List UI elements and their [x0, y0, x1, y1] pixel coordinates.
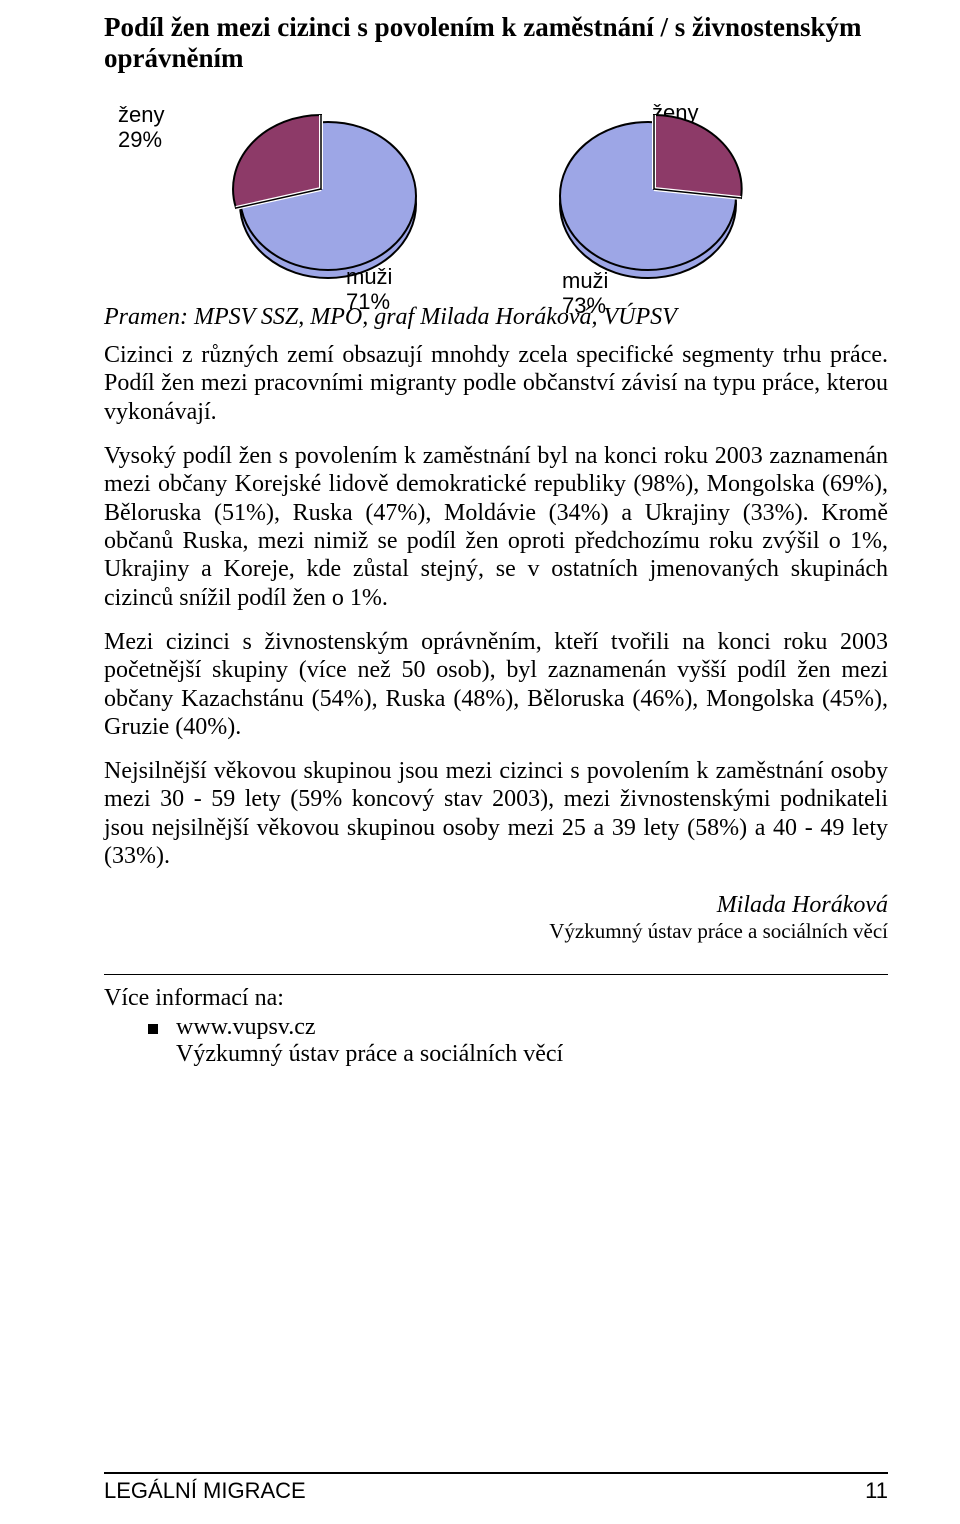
pie-right-slice2-label: muži 73% [562, 268, 608, 319]
page-footer: LEGÁLNÍ MIGRACE 11 [104, 1472, 888, 1504]
more-info-heading: Více informací na: [104, 985, 888, 1012]
paragraph-3: Mezi cizinci s živnostenským oprávněním,… [104, 628, 888, 741]
pie-chart-right: ženy 27% muži 73% [488, 96, 808, 296]
charts-row: ženy 29% [168, 96, 888, 296]
more-info-institution: Výzkumný ústav práce a sociálních věcí [176, 1041, 888, 1068]
author-block: Milada Horáková Výzkumný ústav práce a s… [104, 892, 888, 944]
paragraph-4: Nejsilnější věkovou skupinou jsou mezi c… [104, 757, 888, 870]
author-name: Milada Horáková [104, 892, 888, 919]
square-bullet-icon [148, 1024, 158, 1034]
more-info-item: www.vupsv.cz [148, 1014, 888, 1041]
page: Podíl žen mezi cizinci s povolením k zam… [0, 0, 960, 1524]
more-info-link: www.vupsv.cz [176, 1014, 316, 1041]
paragraph-1: Cizinci z různých zemí obsazují mnohdy z… [104, 341, 888, 426]
pie-left-svg [228, 96, 428, 296]
footer-line [104, 1472, 888, 1474]
separator-line [104, 974, 888, 975]
page-title: Podíl žen mezi cizinci s povolením k zam… [104, 12, 888, 74]
pie-left-slice2-label: muži 71% [346, 264, 392, 315]
footer-page-number: 11 [865, 1478, 888, 1504]
pie-left-slice1-label: ženy 29% [118, 102, 164, 153]
pie-right-svg [548, 96, 748, 296]
chart-source: Pramen: MPSV SSZ, MPO, graf Milada Horák… [104, 304, 888, 331]
pie-chart-left: ženy 29% [168, 96, 488, 296]
author-institution: Výzkumný ústav práce a sociálních věcí [104, 919, 888, 944]
footer-section: LEGÁLNÍ MIGRACE [104, 1478, 306, 1504]
paragraph-2: Vysoký podíl žen s povolením k zaměstnán… [104, 442, 888, 612]
